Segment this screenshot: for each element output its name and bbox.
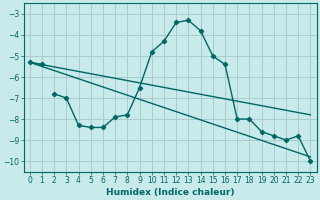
X-axis label: Humidex (Indice chaleur): Humidex (Indice chaleur) [106,188,234,197]
